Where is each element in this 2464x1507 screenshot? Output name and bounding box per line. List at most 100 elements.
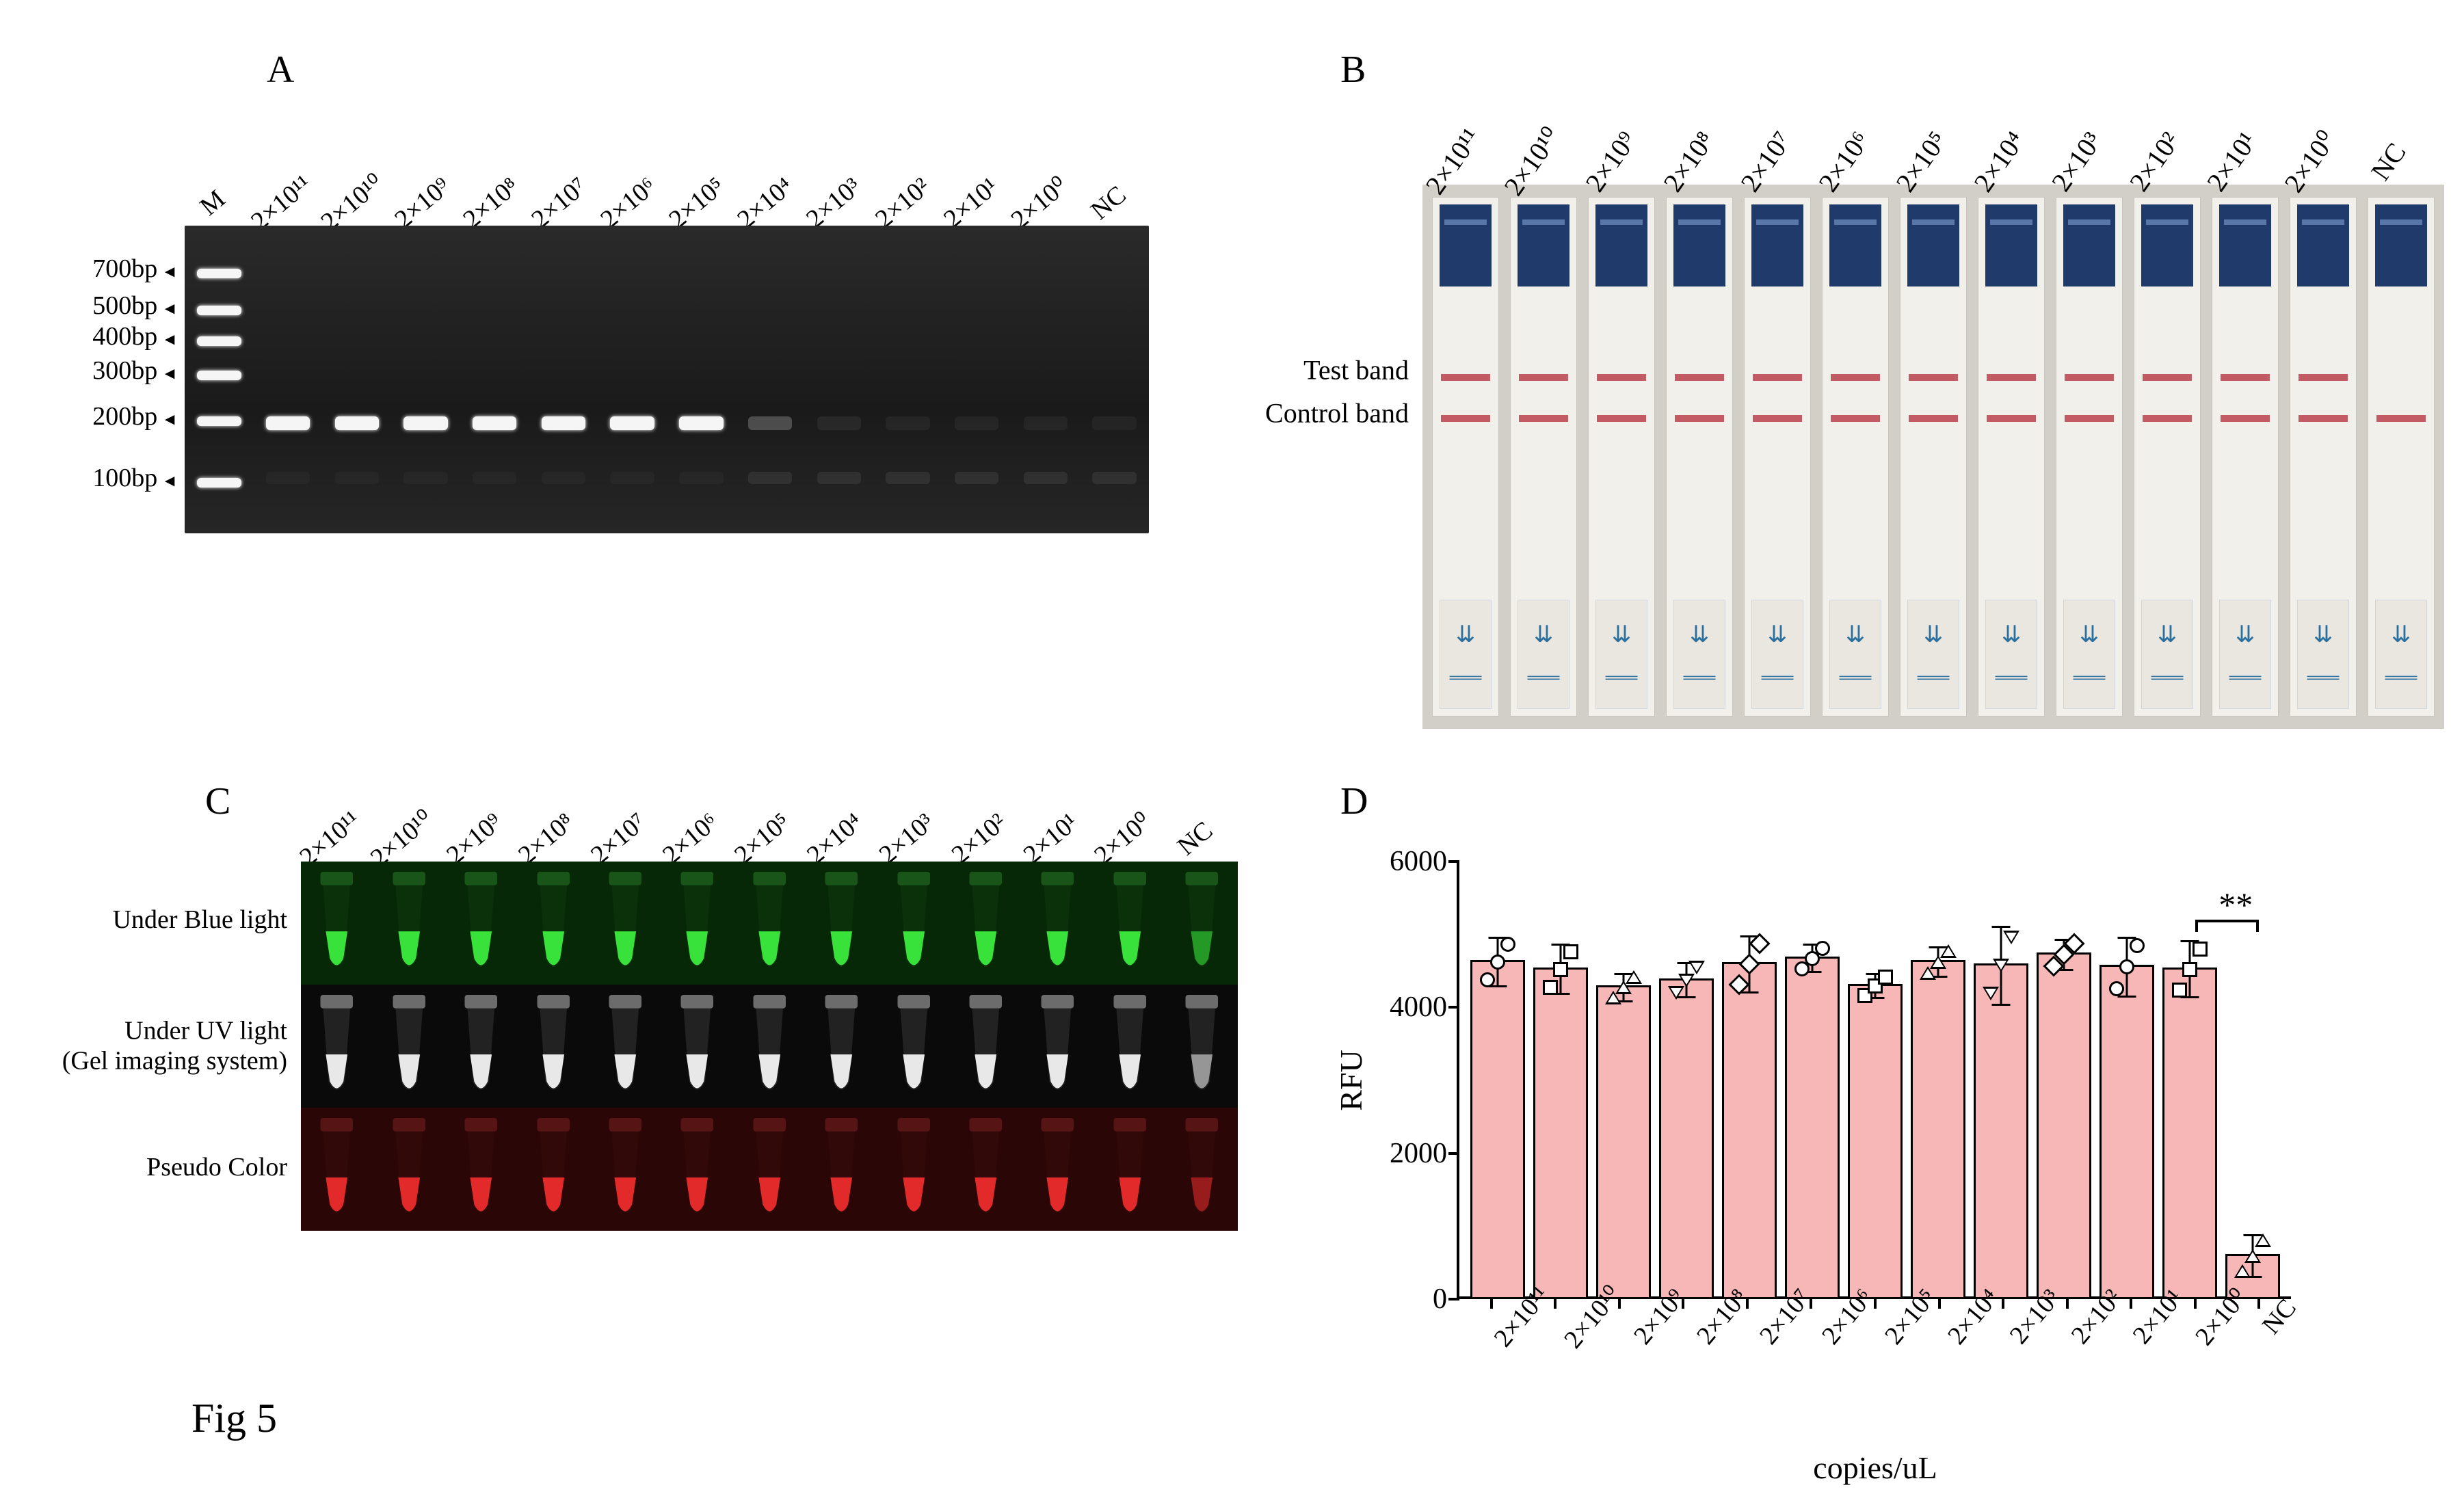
strip-row-label: Control band <box>1265 397 1409 429</box>
tube <box>877 862 949 985</box>
panel-b-strips: Test bandControl band 2×10¹¹2×10¹⁰2×10⁹2… <box>1422 185 2444 729</box>
test-band <box>1753 374 1803 381</box>
test-band <box>2221 374 2270 381</box>
control-band <box>1597 415 1647 422</box>
data-point <box>1490 955 1505 970</box>
tube <box>661 862 733 985</box>
lateral-flow-strip: ⇊═══ <box>1666 197 1733 717</box>
gel-lane <box>254 226 323 533</box>
data-point <box>1553 962 1568 977</box>
tube <box>1166 862 1238 985</box>
tube <box>301 985 373 1108</box>
data-point <box>1983 987 1999 1000</box>
tube <box>733 985 805 1108</box>
gel-lane <box>1011 226 1081 533</box>
ladder-label: 500bp <box>92 291 178 321</box>
data-point <box>1563 944 1578 959</box>
tube <box>1022 862 1094 985</box>
bar <box>1470 960 1525 1299</box>
control-band <box>2299 415 2348 422</box>
ladder-label: 200bp <box>92 401 178 431</box>
lateral-flow-strip: ⇊═══ <box>2368 197 2435 717</box>
tube <box>806 1108 877 1231</box>
bar <box>2037 952 2091 1299</box>
tube <box>950 1108 1022 1231</box>
ladder-label: 100bp <box>92 463 178 493</box>
panel-a-gel: 700bp500bp400bp300bp200bp100bp M2×10¹¹2×… <box>185 226 1149 533</box>
data-point <box>1940 944 1957 958</box>
lateral-flow-strip: ⇊═══ <box>1432 197 1499 717</box>
tube <box>301 1108 373 1231</box>
panel-c-label: C <box>205 779 230 823</box>
test-band <box>1987 374 2037 381</box>
test-band <box>2065 374 2115 381</box>
test-band <box>2143 374 2193 381</box>
control-band <box>2376 415 2426 422</box>
bar <box>1722 962 1777 1299</box>
ladder-label: 300bp <box>92 356 178 386</box>
bar <box>1785 957 1840 1299</box>
gel-lane <box>185 226 254 533</box>
panel-d-label: D <box>1340 779 1368 823</box>
lateral-flow-strip: ⇊═══ <box>2056 197 2123 717</box>
tube <box>589 862 661 985</box>
tube <box>589 985 661 1108</box>
gel-lane <box>460 226 529 533</box>
tube <box>806 862 877 985</box>
tube <box>589 1108 661 1231</box>
tube <box>1166 985 1238 1108</box>
lateral-flow-strip: ⇊═══ <box>1744 197 1811 717</box>
tube <box>806 985 877 1108</box>
test-band <box>2299 374 2348 381</box>
data-point <box>2119 959 2134 974</box>
control-band <box>1831 415 1881 422</box>
tube-lane-label: NC <box>1115 754 1232 873</box>
tube <box>301 862 373 985</box>
panel-d-barchart: RFU 2×10¹¹2×10¹⁰2×10⁹2×10⁸2×10⁷2×10⁶2×10… <box>1457 862 2291 1299</box>
panel-a-label: A <box>267 48 294 92</box>
test-band <box>1441 374 1491 381</box>
y-tick-label: 6000 <box>1390 845 1459 878</box>
tube <box>517 862 589 985</box>
tube <box>1094 1108 1165 1231</box>
gel-lane <box>942 226 1011 533</box>
bar <box>1659 978 1714 1299</box>
tube <box>1166 1108 1238 1231</box>
data-point <box>2255 1233 2271 1247</box>
control-band <box>1909 415 1959 422</box>
tube-row <box>301 1108 1238 1231</box>
data-point <box>1738 954 1760 975</box>
control-band <box>2221 415 2270 422</box>
bar <box>2162 968 2217 1299</box>
test-band <box>1909 374 1959 381</box>
tube <box>373 1108 445 1231</box>
tube <box>445 1108 517 1231</box>
tube-row-label: Under UV light(Gel imaging system) <box>62 1016 287 1076</box>
tube <box>517 1108 589 1231</box>
bar <box>1974 963 2028 1299</box>
control-band <box>2143 415 2193 422</box>
control-band <box>1987 415 2037 422</box>
gel-lane <box>736 226 805 533</box>
panel-c-tubes: Under Blue lightUnder UV light(Gel imagi… <box>301 862 1238 1231</box>
strip-row-label: Test band <box>1303 354 1409 386</box>
tube <box>373 985 445 1108</box>
tube <box>733 862 805 985</box>
figure-label: Fig 5 <box>191 1395 277 1442</box>
tube <box>661 1108 733 1231</box>
lateral-flow-strip: ⇊═══ <box>1978 197 2045 717</box>
tube <box>1022 985 1094 1108</box>
significance-stars: ** <box>2218 885 2253 924</box>
data-point <box>1500 937 1515 952</box>
bar <box>1911 960 1965 1299</box>
lateral-flow-strip: ⇊═══ <box>1510 197 1577 717</box>
flow-direction: Flow direction <box>2444 185 2464 729</box>
y-tick-label: 2000 <box>1390 1137 1459 1170</box>
tube <box>445 862 517 985</box>
data-point <box>2182 962 2197 977</box>
test-band <box>1519 374 1569 381</box>
ladder-label: 400bp <box>92 321 178 351</box>
data-point <box>1993 959 2009 972</box>
data-point <box>1815 941 1830 956</box>
data-point <box>2003 931 2019 944</box>
